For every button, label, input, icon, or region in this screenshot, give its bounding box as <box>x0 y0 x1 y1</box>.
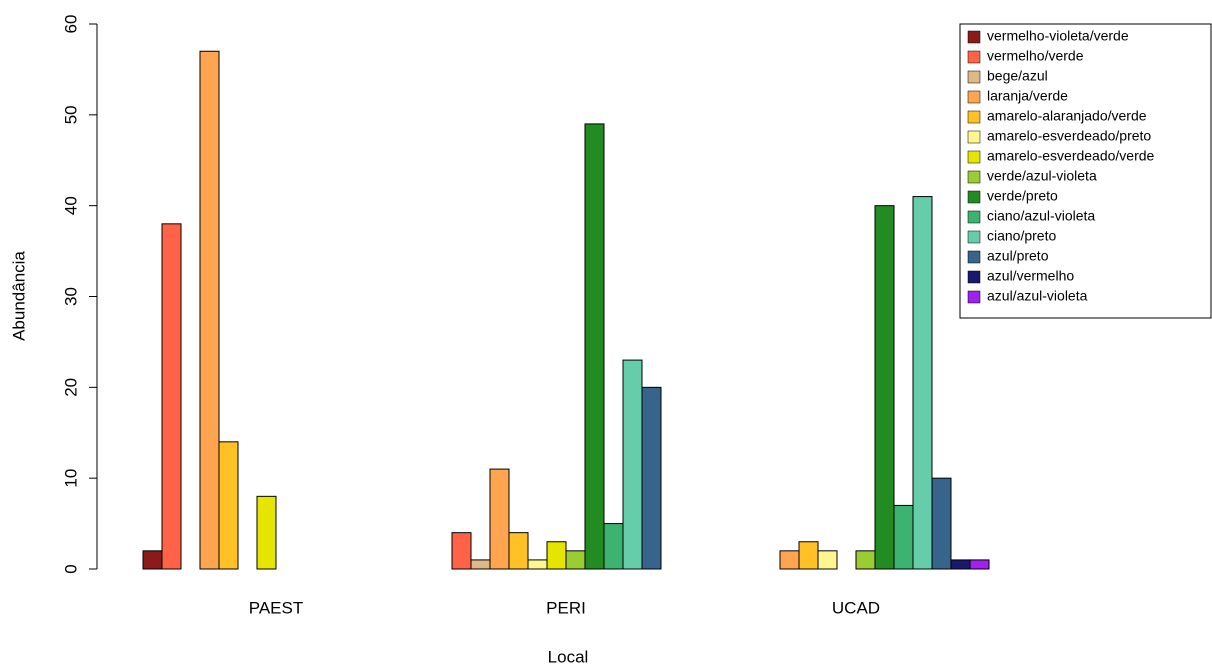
legend-swatch <box>967 230 981 244</box>
legend-label: amarelo-esverdeado/preto <box>987 128 1151 144</box>
x-tick-label: PAEST <box>249 598 303 617</box>
bar <box>798 541 819 570</box>
bar <box>489 468 510 570</box>
y-tick-label: 40 <box>61 196 80 215</box>
y-tick-label: 30 <box>61 287 80 306</box>
legend-label: verde/azul-violeta <box>987 168 1097 184</box>
legend-swatch <box>967 130 981 144</box>
legend-label: ciano/preto <box>987 228 1056 244</box>
legend-label: amarelo-alaranjado/verde <box>987 108 1147 124</box>
bar <box>950 559 971 570</box>
legend-swatch <box>967 90 981 104</box>
y-tick-label: 60 <box>61 15 80 34</box>
bar <box>546 541 567 570</box>
x-tick-label: PERI <box>546 598 586 617</box>
legend-box <box>959 23 1212 319</box>
bar <box>874 205 895 570</box>
x-axis-label: Local <box>548 647 589 666</box>
legend-swatch <box>967 290 981 304</box>
bar <box>912 196 933 570</box>
legend-label: azul/vermelho <box>987 268 1074 284</box>
bar <box>584 123 605 570</box>
y-tick-label: 20 <box>61 378 80 397</box>
bar <box>199 50 220 570</box>
bar <box>527 559 548 570</box>
legend-swatch <box>967 270 981 284</box>
legend-swatch <box>967 70 981 84</box>
bar <box>779 550 800 570</box>
legend-swatch <box>967 110 981 124</box>
y-tick-label: 50 <box>61 105 80 124</box>
bar <box>470 559 491 570</box>
legend-label: azul/azul-violeta <box>987 288 1088 304</box>
legend-swatch <box>967 150 981 164</box>
bar <box>603 523 624 570</box>
bar <box>218 441 239 570</box>
bar <box>622 359 643 570</box>
bar <box>893 504 914 570</box>
legend-label: laranja/verde <box>987 88 1068 104</box>
bar <box>969 559 990 570</box>
bar <box>931 477 952 570</box>
legend-swatch <box>967 250 981 264</box>
y-tick-label: 0 <box>61 564 80 573</box>
y-axis-label: Abundância <box>9 251 28 341</box>
bar <box>142 550 163 570</box>
legend-label: vermelho-violeta/verde <box>987 28 1129 44</box>
legend-label: vermelho/verde <box>987 48 1084 64</box>
legend-label: ciano/azul-violeta <box>987 208 1095 224</box>
legend-label: bege/azul <box>987 68 1048 84</box>
x-tick-label: UCAD <box>832 598 880 617</box>
legend-swatch <box>967 210 981 224</box>
legend-label: azul/preto <box>987 248 1049 264</box>
bar <box>641 386 662 570</box>
legend-swatch <box>967 30 981 44</box>
legend-label: amarelo-esverdeado/verde <box>987 148 1155 164</box>
bar <box>451 532 472 570</box>
legend-label: verde/preto <box>987 188 1058 204</box>
bar <box>817 550 838 570</box>
bar <box>256 495 277 570</box>
y-tick-label: 10 <box>61 469 80 488</box>
legend-swatch <box>967 170 981 184</box>
bar <box>855 550 876 570</box>
legend-swatch <box>967 190 981 204</box>
bar <box>508 532 529 570</box>
bar <box>161 223 182 570</box>
bar <box>565 550 586 570</box>
legend-swatch <box>967 50 981 64</box>
